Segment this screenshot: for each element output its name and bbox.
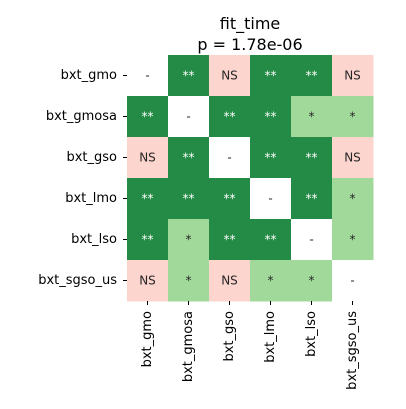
heatmap-cell xyxy=(127,55,169,97)
cell-label: ** xyxy=(265,69,277,83)
cell-label: ** xyxy=(265,151,277,165)
cell-label: ** xyxy=(306,151,318,165)
chart-title: fit_time xyxy=(220,14,281,34)
heatmap-cell xyxy=(291,96,333,138)
heatmap-cell xyxy=(209,260,251,302)
cell-label: ** xyxy=(265,233,277,247)
column-label: bxt_lmo xyxy=(263,311,278,363)
cell-label: - xyxy=(227,151,231,165)
heatmap-cell xyxy=(250,260,292,302)
cell-label: ** xyxy=(306,69,318,83)
heatmap-cell xyxy=(209,137,251,179)
row-label: bxt_lmo xyxy=(65,191,117,206)
cell-label: ** xyxy=(306,192,318,206)
heatmap-cell xyxy=(127,219,169,261)
cell-label: * xyxy=(309,274,315,288)
cell-label: ** xyxy=(142,192,154,206)
heatmap-cell xyxy=(168,55,210,97)
row-label: bxt_gmo xyxy=(61,68,117,83)
cell-label: ** xyxy=(183,151,195,165)
column-label: bxt_gmosa xyxy=(181,311,196,382)
heatmap-cell xyxy=(127,260,169,302)
cell-label: ** xyxy=(142,110,154,124)
heatmap-cell xyxy=(127,96,169,138)
heatmap-cell xyxy=(168,178,210,220)
cell-label: NS xyxy=(221,274,238,288)
heatmap-cell xyxy=(250,55,292,97)
chart-subtitle: p = 1.78e-06 xyxy=(197,35,302,54)
cell-label: NS xyxy=(139,151,156,165)
heatmap-cell xyxy=(250,219,292,261)
heatmap-cell xyxy=(291,260,333,302)
cell-label: - xyxy=(145,69,149,83)
heatmap-cell xyxy=(168,219,210,261)
row-label: bxt_gso xyxy=(66,150,117,165)
cell-label: * xyxy=(186,274,192,288)
heatmap-cell xyxy=(250,96,292,138)
heatmap-cell xyxy=(127,178,169,220)
cell-label: ** xyxy=(224,233,236,247)
cell-label: ** xyxy=(224,110,236,124)
heatmap-cell xyxy=(332,55,374,97)
cell-label: * xyxy=(268,274,274,288)
cell-label: - xyxy=(350,274,354,288)
heatmap-cell xyxy=(332,219,374,261)
column-labels: bxt_gmo bxt_gmosa bxt_gso bxt_lmo bxt_lso bxt… xyxy=(140,301,360,390)
cell-label: NS xyxy=(139,274,156,288)
heatmap-cell xyxy=(291,137,333,179)
heatmap-cell xyxy=(332,96,374,138)
heatmap-cells: - ** NS ** ** NS** - ** ** * *NS ** - ** ** NS** ** ** - **… xyxy=(127,55,374,302)
heatmap-cell xyxy=(209,96,251,138)
heatmap-cell xyxy=(250,178,292,220)
column-label: bxt_lso xyxy=(304,311,319,357)
row-label: bxt_gmosa xyxy=(46,109,117,124)
heatmap-cell xyxy=(291,55,333,97)
heatmap-cell xyxy=(209,178,251,220)
cell-label: ** xyxy=(183,192,195,206)
row-labels: bxt_gmo bxt_gmosa bxt_gso bxt_lmo bxt_lsobxt… xyxy=(38,68,127,288)
cell-label: NS xyxy=(221,69,238,83)
row-label: bxt_lso xyxy=(71,232,117,247)
heatmap-cell xyxy=(209,219,251,261)
heatmap-cell xyxy=(291,219,333,261)
cell-label: ** xyxy=(142,233,154,247)
cell-label: NS xyxy=(344,151,361,165)
row-label: bxt_sgso_us xyxy=(38,273,117,288)
cell-label: * xyxy=(350,192,356,206)
heatmap-cell xyxy=(291,178,333,220)
cell-label: * xyxy=(350,110,356,124)
heatmap-cell xyxy=(209,55,251,97)
heatmap-cell xyxy=(250,137,292,179)
heatmap-cell xyxy=(168,96,210,138)
heatmap-cell xyxy=(127,137,169,179)
cell-label: * xyxy=(186,233,192,247)
column-label: bxt_gso xyxy=(222,311,237,362)
heatmap-cell xyxy=(332,260,374,302)
cell-label: ** xyxy=(265,110,277,124)
cell-label: - xyxy=(309,233,313,247)
cell-label: ** xyxy=(224,192,236,206)
heatmap-cell xyxy=(332,137,374,179)
heatmap-cell xyxy=(168,137,210,179)
heatmap-cell xyxy=(168,260,210,302)
cell-label: * xyxy=(309,110,315,124)
cell-label: NS xyxy=(344,69,361,83)
column-label: bxt_sgso_us xyxy=(345,311,360,390)
heatmap-cell xyxy=(332,178,374,220)
cell-label: - xyxy=(186,110,190,124)
cell-label: - xyxy=(268,192,272,206)
cell-label: * xyxy=(350,233,356,247)
cell-label: ** xyxy=(183,69,195,83)
column-label: bxt_gmo xyxy=(140,311,155,367)
